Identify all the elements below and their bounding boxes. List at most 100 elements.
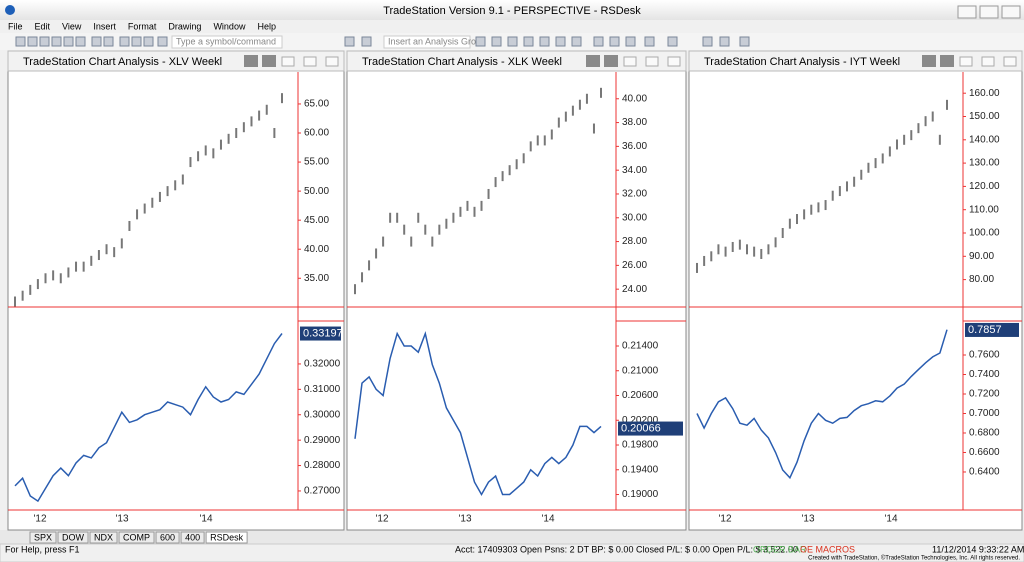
tab[interactable]: 600: [155, 531, 180, 544]
toolbar-icon[interactable]: [143, 36, 154, 47]
toolbar-icon[interactable]: [27, 36, 38, 47]
x-tick-label: '12: [33, 514, 46, 525]
menu-item[interactable]: Edit: [35, 21, 51, 31]
toolbar-icon[interactable]: [609, 36, 620, 47]
tab-shape[interactable]: [57, 531, 89, 544]
pane-maximize[interactable]: [645, 56, 659, 67]
menu-item[interactable]: Format: [128, 21, 157, 31]
tab-label[interactable]: 400: [185, 532, 200, 542]
tab[interactable]: DOW: [57, 531, 89, 544]
pane-close[interactable]: [325, 56, 339, 67]
price-tick-label: 100.00: [969, 228, 1000, 239]
price-bar: [838, 186, 841, 197]
price-bar: [459, 206, 462, 217]
tab-label[interactable]: DOW: [62, 532, 85, 542]
pane-minimize[interactable]: [959, 56, 973, 67]
x-tick-label: '12: [718, 514, 731, 525]
pane-minimize[interactable]: [281, 56, 295, 67]
pane-icon[interactable]: [922, 55, 936, 67]
tab-shape[interactable]: [155, 531, 180, 544]
menu-item[interactable]: Drawing: [168, 21, 201, 31]
pane-icon[interactable]: [244, 55, 258, 67]
price-bar: [803, 209, 806, 220]
indicator-tick-label: 0.19800: [622, 440, 659, 451]
price-bar: [97, 250, 100, 261]
toolbar-icon[interactable]: [344, 36, 355, 47]
toolbar-icon[interactable]: [75, 36, 86, 47]
menu-item[interactable]: Window: [213, 21, 246, 31]
tab-shape[interactable]: [180, 531, 205, 544]
symbol-box[interactable]: [171, 35, 283, 49]
menu-item[interactable]: File: [8, 21, 23, 31]
pane-minimize[interactable]: [623, 56, 637, 67]
toolbar-icon[interactable]: [15, 36, 26, 47]
toolbar-icon[interactable]: [667, 36, 678, 47]
toolbar-icon[interactable]: [507, 36, 518, 47]
tab-label[interactable]: NDX: [94, 532, 113, 542]
toolbar-icon[interactable]: [523, 36, 534, 47]
toolbar-icon[interactable]: [119, 36, 130, 47]
tab-shape[interactable]: [205, 531, 248, 544]
price-bar: [181, 174, 184, 185]
toolbar-icon[interactable]: [644, 36, 655, 47]
minimize-button[interactable]: [957, 5, 977, 19]
tab[interactable]: SPX: [29, 531, 57, 544]
pane-icon[interactable]: [586, 55, 600, 67]
toolbar-icon[interactable]: [491, 36, 502, 47]
toolbar-icon[interactable]: [593, 36, 604, 47]
toolbar-icon[interactable]: [361, 36, 372, 47]
tab-label[interactable]: COMP: [123, 532, 150, 542]
toolbar-icon[interactable]: [571, 36, 582, 47]
toolbar-icon[interactable]: [63, 36, 74, 47]
toolbar-icon[interactable]: [719, 36, 730, 47]
maximize-button[interactable]: [979, 5, 999, 19]
price-bar: [212, 148, 215, 159]
price-bar: [174, 180, 177, 191]
toolbar-icon[interactable]: [91, 36, 102, 47]
price-bar: [550, 129, 553, 140]
pane-icon[interactable]: [604, 55, 618, 67]
toolbar-icon[interactable]: [539, 36, 550, 47]
tab-label[interactable]: 600: [160, 532, 175, 542]
toolbar-icon[interactable]: [51, 36, 62, 47]
tab[interactable]: RSDesk: [205, 531, 248, 544]
price-bar: [810, 204, 813, 215]
tab-shape[interactable]: [118, 531, 155, 544]
analysis-box[interactable]: [383, 35, 471, 49]
menu-item[interactable]: Insert: [93, 21, 116, 31]
price-bar: [452, 212, 455, 223]
pane-close[interactable]: [1003, 56, 1017, 67]
toolbar-icon[interactable]: [739, 36, 750, 47]
tab-shape[interactable]: [89, 531, 118, 544]
toolbar-icon[interactable]: [702, 36, 713, 47]
toolbar-icon[interactable]: [157, 36, 168, 47]
price-tick-label: 30.00: [622, 212, 647, 223]
menu-item[interactable]: Help: [257, 21, 276, 31]
order-bar[interactable]: ORDER BAR: [753, 544, 807, 554]
tab[interactable]: NDX: [89, 531, 118, 544]
tab-label[interactable]: SPX: [34, 532, 52, 542]
toolbar-icon[interactable]: [131, 36, 142, 47]
window-title: TradeStation Version 9.1 - PERSPECTIVE -…: [383, 5, 641, 17]
pane-icon[interactable]: [262, 55, 276, 67]
menu-item[interactable]: View: [62, 21, 82, 31]
toolbar-icon[interactable]: [475, 36, 486, 47]
indicator-tick-label: 0.7600: [969, 350, 1000, 361]
pane-maximize[interactable]: [981, 56, 995, 67]
tab-shape[interactable]: [29, 531, 57, 544]
toolbar-icon[interactable]: [555, 36, 566, 47]
tab[interactable]: 400: [180, 531, 205, 544]
pane-maximize[interactable]: [303, 56, 317, 67]
toolbar-icon[interactable]: [39, 36, 50, 47]
tab[interactable]: COMP: [118, 531, 155, 544]
tab-label[interactable]: RSDesk: [210, 532, 244, 542]
window-controls[interactable]: [957, 5, 1021, 19]
pane-icon[interactable]: [940, 55, 954, 67]
oe-macros[interactable]: OE MACROS: [800, 544, 855, 554]
close-button[interactable]: [1001, 5, 1021, 19]
price-tick-label: 38.00: [622, 117, 647, 128]
toolbar-icon[interactable]: [625, 36, 636, 47]
price-bar: [166, 186, 169, 197]
pane-close[interactable]: [667, 56, 681, 67]
toolbar-icon[interactable]: [103, 36, 114, 47]
